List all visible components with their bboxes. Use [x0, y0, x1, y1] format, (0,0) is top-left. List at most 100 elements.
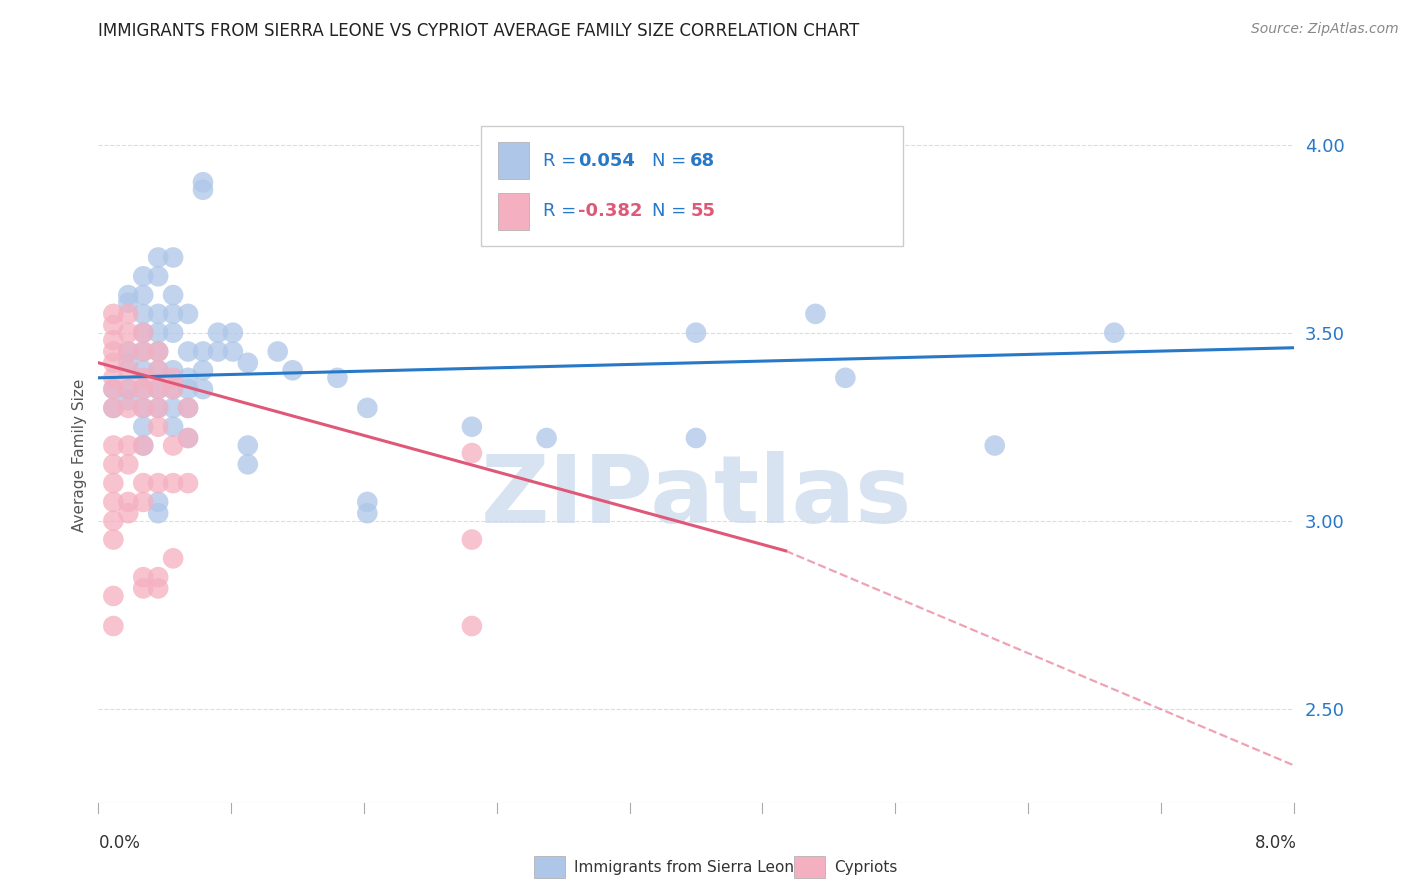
- Point: [103, 382, 125, 396]
- Point: [148, 382, 170, 396]
- Point: [103, 307, 125, 321]
- Point: [177, 401, 200, 415]
- Point: [461, 419, 484, 434]
- Point: [132, 419, 155, 434]
- Point: [177, 382, 200, 396]
- Text: 68: 68: [690, 152, 716, 169]
- Point: [148, 506, 170, 520]
- Point: [103, 333, 125, 347]
- Point: [191, 183, 214, 197]
- Point: [236, 356, 259, 370]
- Text: 0.0%: 0.0%: [98, 834, 141, 852]
- Point: [207, 344, 229, 359]
- Text: R =: R =: [543, 202, 588, 220]
- Point: [132, 288, 155, 302]
- Point: [207, 326, 229, 340]
- Point: [132, 307, 155, 321]
- Point: [103, 458, 125, 472]
- Point: [162, 307, 184, 321]
- Point: [103, 371, 125, 385]
- Point: [103, 438, 125, 452]
- Point: [983, 438, 1005, 452]
- Text: IMMIGRANTS FROM SIERRA LEONE VS CYPRIOT AVERAGE FAMILY SIZE CORRELATION CHART: IMMIGRANTS FROM SIERRA LEONE VS CYPRIOT …: [98, 22, 859, 40]
- Point: [117, 401, 139, 415]
- Point: [117, 288, 139, 302]
- Point: [117, 363, 139, 377]
- Point: [148, 570, 170, 584]
- Point: [177, 431, 200, 445]
- Point: [117, 382, 139, 396]
- Point: [162, 251, 184, 265]
- Point: [162, 438, 184, 452]
- Point: [148, 401, 170, 415]
- Point: [356, 401, 378, 415]
- Point: [117, 438, 139, 452]
- Text: 0.054: 0.054: [578, 152, 634, 169]
- Point: [132, 269, 155, 284]
- Point: [148, 344, 170, 359]
- Point: [132, 401, 155, 415]
- Point: [103, 344, 125, 359]
- Point: [132, 438, 155, 452]
- Point: [162, 551, 184, 566]
- Point: [1102, 326, 1125, 340]
- Point: [834, 371, 856, 385]
- Point: [148, 326, 170, 340]
- Text: N =: N =: [652, 202, 692, 220]
- Point: [148, 251, 170, 265]
- Point: [162, 326, 184, 340]
- Point: [177, 371, 200, 385]
- Point: [162, 476, 184, 491]
- Point: [103, 382, 125, 396]
- Point: [222, 344, 245, 359]
- Point: [162, 419, 184, 434]
- Point: [103, 476, 125, 491]
- Point: [191, 175, 214, 189]
- Point: [162, 363, 184, 377]
- Text: -0.382: -0.382: [578, 202, 643, 220]
- Point: [132, 344, 155, 359]
- Point: [117, 344, 139, 359]
- Point: [117, 356, 139, 370]
- Point: [804, 307, 827, 321]
- Point: [132, 382, 155, 396]
- Point: [162, 371, 184, 385]
- Point: [103, 533, 125, 547]
- Point: [117, 307, 139, 321]
- Point: [117, 382, 139, 396]
- Point: [148, 307, 170, 321]
- Point: [117, 506, 139, 520]
- Text: Immigrants from Sierra Leone: Immigrants from Sierra Leone: [574, 860, 803, 874]
- Point: [132, 382, 155, 396]
- Point: [103, 589, 125, 603]
- Point: [162, 382, 184, 396]
- Point: [132, 582, 155, 596]
- Point: [685, 431, 707, 445]
- Text: 55: 55: [690, 202, 716, 220]
- Text: Source: ZipAtlas.com: Source: ZipAtlas.com: [1251, 22, 1399, 37]
- Point: [191, 382, 214, 396]
- Point: [461, 533, 484, 547]
- Point: [117, 495, 139, 509]
- Text: 8.0%: 8.0%: [1254, 834, 1296, 852]
- Text: ZIPatlas: ZIPatlas: [481, 450, 911, 542]
- Point: [356, 506, 378, 520]
- Point: [132, 401, 155, 415]
- Point: [461, 446, 484, 460]
- Point: [326, 371, 349, 385]
- Text: Cypriots: Cypriots: [834, 860, 897, 874]
- Point: [132, 476, 155, 491]
- Point: [162, 401, 184, 415]
- Point: [132, 495, 155, 509]
- Point: [177, 401, 200, 415]
- Point: [103, 356, 125, 370]
- Point: [117, 393, 139, 408]
- Point: [117, 326, 139, 340]
- Point: [132, 371, 155, 385]
- Point: [177, 307, 200, 321]
- Point: [132, 363, 155, 377]
- Point: [236, 458, 259, 472]
- Point: [148, 363, 170, 377]
- Point: [117, 295, 139, 310]
- Point: [103, 318, 125, 333]
